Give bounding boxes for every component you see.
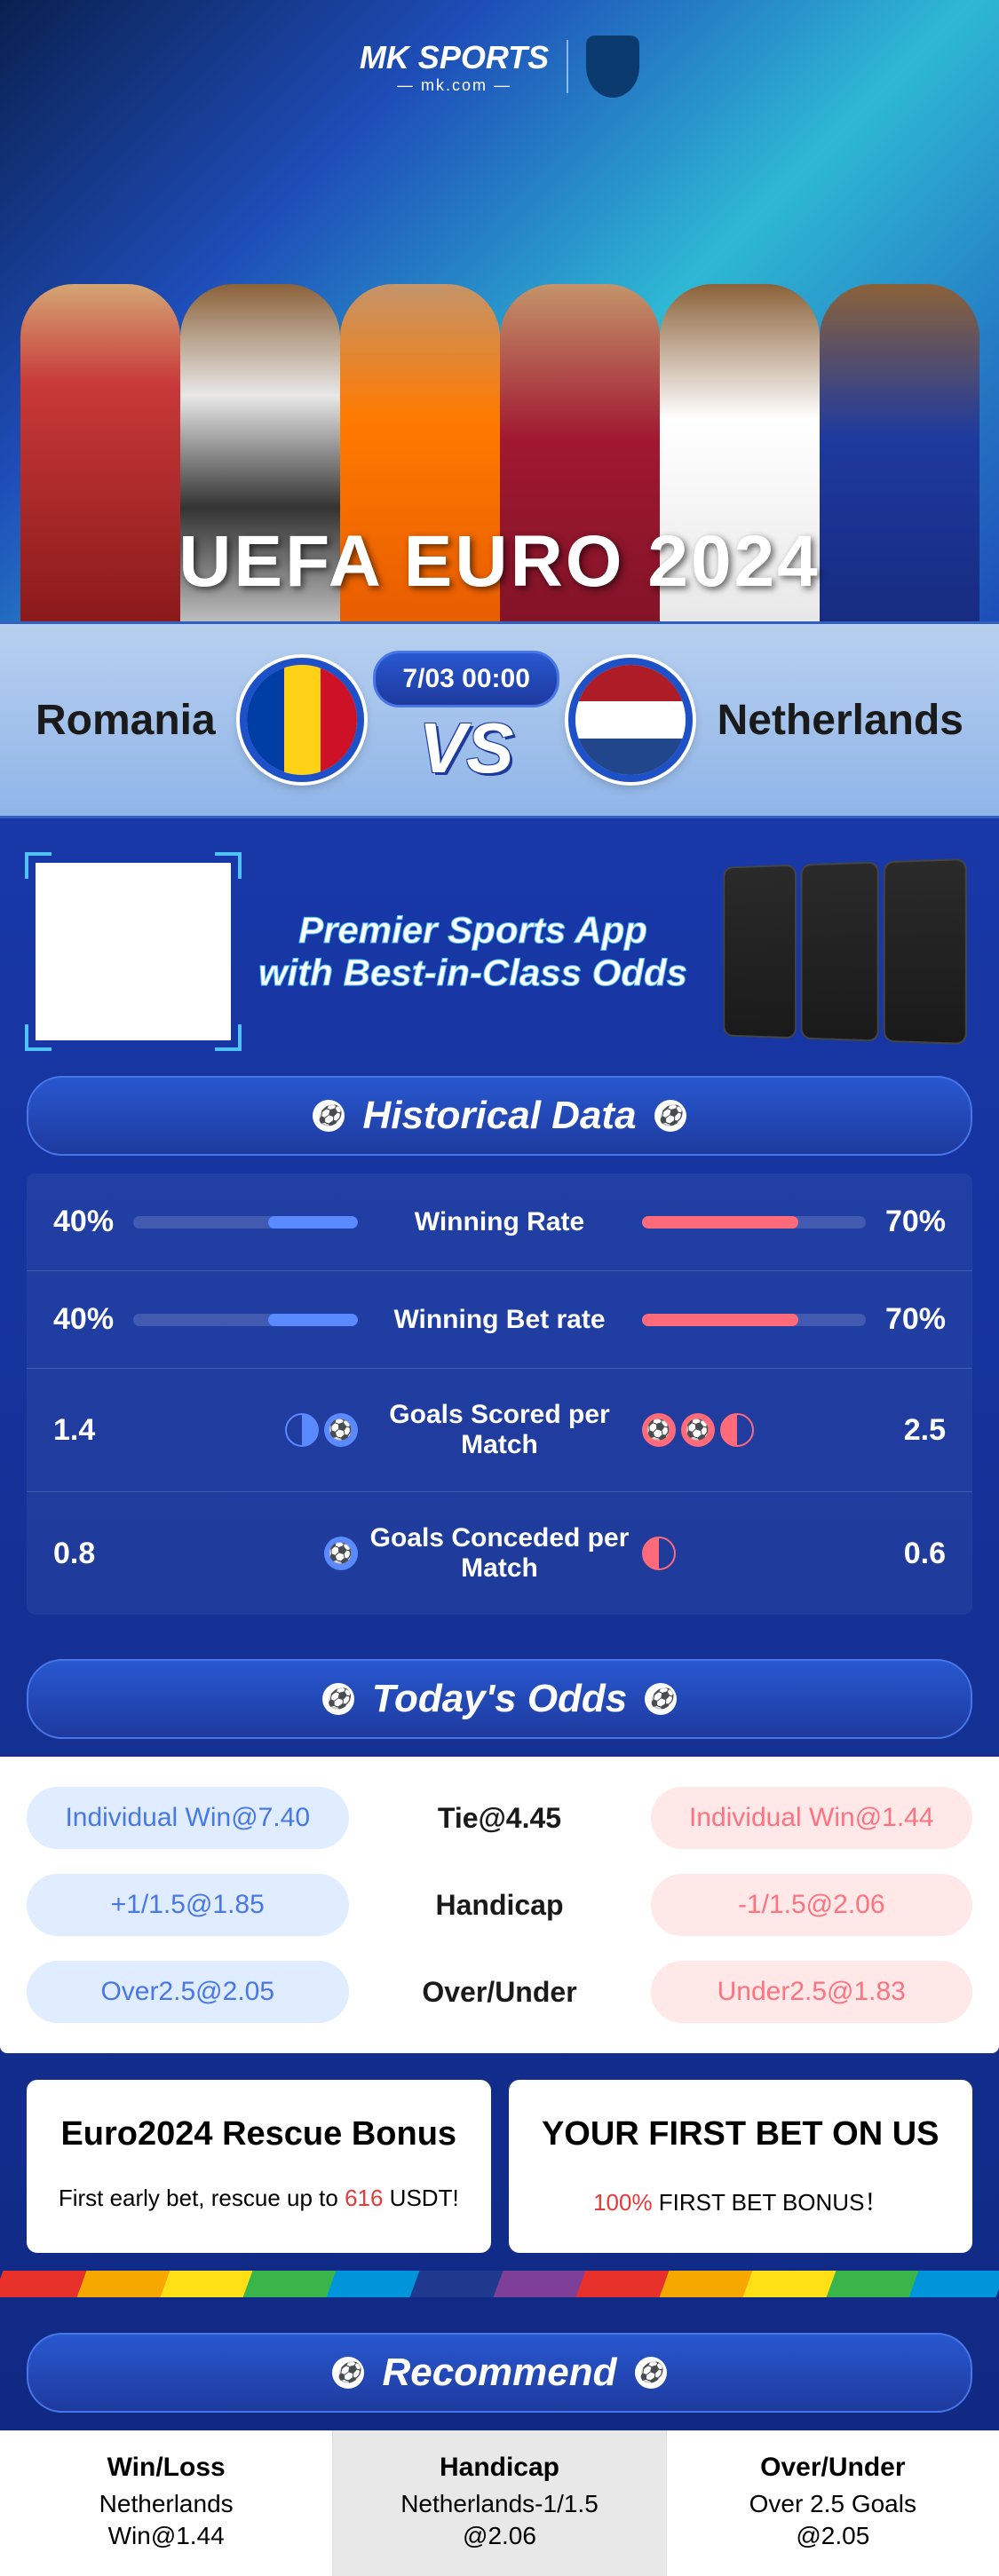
promo-text: Premier Sports App with Best-in-Class Od… (258, 909, 688, 994)
app-mockup (723, 858, 967, 1045)
promo-logo-box (36, 863, 231, 1040)
ball-icon: ⚽ (635, 2357, 667, 2389)
bonus-card-first-bet[interactable]: YOUR FIRST BET ON US 100% FIRST BET BONU… (509, 2080, 973, 2253)
match-bar: Romania 7/03 00:00 VS Netherlands (0, 621, 999, 818)
recommend-col[interactable]: Over/Under Over 2.5 Goals @2.05 (667, 2430, 999, 2576)
odds-center: Tie@4.45 (376, 1802, 624, 1835)
goal-icon: ⚽ (681, 1413, 715, 1447)
odds-center: Over/Under (376, 1976, 624, 2009)
stat-row-goals-conceded: 0.8 ⚽ Goals Conceded per Match 0.6 (27, 1492, 972, 1615)
odds-header: ⚽ Today's Odds ⚽ (27, 1659, 972, 1739)
logo-divider (567, 40, 568, 93)
odds-pill-left[interactable]: Individual Win@7.40 (27, 1787, 349, 1849)
odds-row: +1/1.5@1.85 Handicap -1/1.5@2.06 (27, 1861, 972, 1948)
hero-banner: MK SPORTS — mk.com — UEFA EURO 2024 (0, 0, 999, 621)
odds-pill-left[interactable]: +1/1.5@1.85 (27, 1874, 349, 1936)
brand-logo: MK SPORTS — mk.com — (360, 36, 639, 98)
bonus-card-rescue[interactable]: Euro2024 Rescue Bonus First early bet, r… (27, 2080, 491, 2253)
goal-icon (720, 1413, 754, 1447)
vs-label: VS (419, 707, 514, 789)
ball-icon: ⚽ (654, 1100, 686, 1132)
stat-row-bet-rate: 40% Winning Bet rate 70% (27, 1271, 972, 1369)
historical-header: ⚽ Historical Data ⚽ (27, 1076, 972, 1156)
odds-row: Individual Win@7.40 Tie@4.45 Individual … (27, 1774, 972, 1861)
goal-icon: ⚽ (324, 1413, 358, 1447)
recommend-col[interactable]: Win/Loss Netherlands Win@1.44 (0, 2430, 333, 2576)
goal-icon (642, 1537, 676, 1570)
stat-row-goals-scored: 1.4 ⚽ Goals Scored per Match ⚽ ⚽ 2.5 (27, 1369, 972, 1492)
team-right-flag (568, 658, 693, 782)
recommend-grid: Win/Loss Netherlands Win@1.44Handicap Ne… (0, 2430, 999, 2576)
team-left-name: Romania (36, 696, 216, 745)
match-date: 7/03 00:00 (373, 651, 559, 707)
recommend-header: ⚽ Recommend ⚽ (27, 2333, 972, 2413)
odds-pill-right[interactable]: Under2.5@1.83 (651, 1961, 973, 2023)
color-stripe (0, 2271, 999, 2297)
ball-icon: ⚽ (332, 2357, 364, 2389)
odds-center: Handicap (376, 1889, 624, 1922)
odds-pill-left[interactable]: Over2.5@2.05 (27, 1961, 349, 2023)
odds-pill-right[interactable]: -1/1.5@2.06 (651, 1874, 973, 1936)
team-left-flag (240, 658, 364, 782)
partner-badge (586, 36, 639, 98)
ball-icon: ⚽ (322, 1683, 354, 1715)
ball-icon: ⚽ (313, 1100, 345, 1132)
logo-text: MK SPORTS (360, 39, 549, 76)
bonus-section: Euro2024 Rescue Bonus First early bet, r… (27, 2080, 972, 2253)
stats-table: 40% Winning Rate 70% 40% Winning Bet rat… (27, 1173, 972, 1615)
stat-row-winning-rate: 40% Winning Rate 70% (27, 1173, 972, 1271)
goal-icon: ⚽ (324, 1537, 358, 1570)
odds-row: Over2.5@2.05 Over/Under Under2.5@1.83 (27, 1948, 972, 2035)
logo-subtext: — mk.com — (360, 76, 549, 95)
goal-icon (285, 1413, 319, 1447)
odds-pill-right[interactable]: Individual Win@1.44 (651, 1787, 973, 1849)
recommend-col[interactable]: Handicap Netherlands-1/1.5 @2.06 (333, 2430, 666, 2576)
hero-title: UEFA EURO 2024 (0, 520, 999, 604)
ball-icon: ⚽ (645, 1683, 677, 1715)
promo-banner: Premier Sports App with Best-in-Class Od… (27, 845, 972, 1076)
goal-icon: ⚽ (642, 1413, 676, 1447)
team-right-name: Netherlands (718, 696, 963, 745)
odds-table: Individual Win@7.40 Tie@4.45 Individual … (0, 1757, 999, 2053)
